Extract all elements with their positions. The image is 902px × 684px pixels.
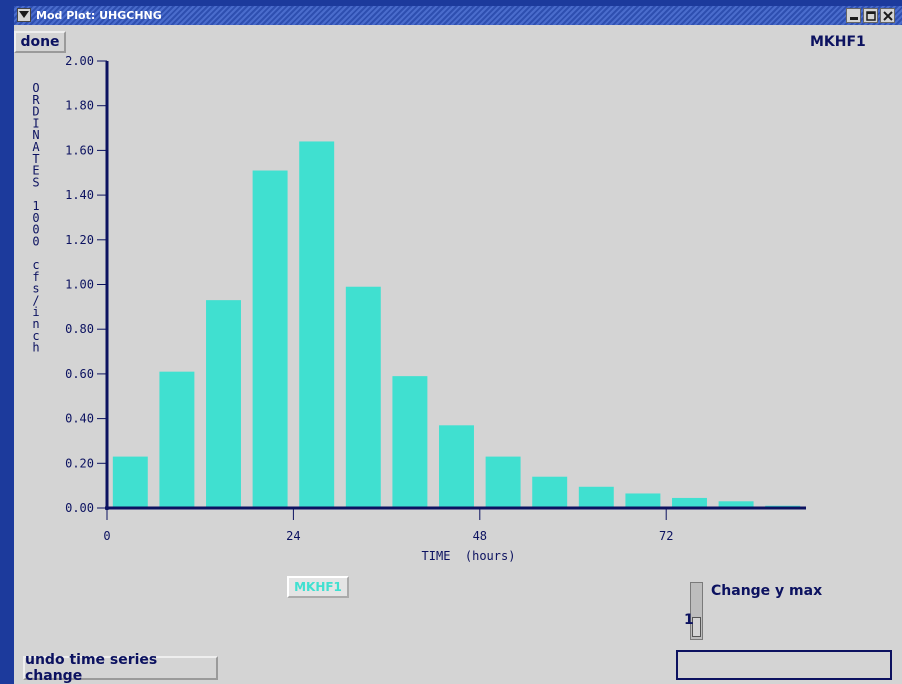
x-tick-label: 24 — [286, 529, 300, 543]
undo-time-series-button[interactable]: undo time series change — [23, 652, 218, 684]
y-tick-label: 0.40 — [65, 412, 94, 426]
window-title: Mod Plot: UHGCHNG — [36, 9, 162, 22]
chart-bar — [532, 476, 568, 508]
y-tick-label: 0.20 — [65, 456, 94, 470]
mod-plot-window: Mod Plot: UHGCHNG done MKHF1 0.00 0.20 0.4… — [14, 6, 902, 684]
ymax-slider[interactable] — [690, 582, 703, 640]
chart-bar — [578, 486, 614, 508]
x-tick-label: 72 — [659, 529, 673, 543]
chart-bar — [206, 300, 241, 508]
ymax-slider-handle[interactable] — [692, 617, 701, 637]
y-tick-label: 2.00 — [65, 54, 94, 68]
title-bar[interactable]: Mod Plot: UHGCHNG — [14, 6, 902, 25]
chart-bar — [439, 425, 474, 508]
done-button[interactable]: done — [14, 31, 66, 53]
y-tick-label: 1.20 — [65, 233, 94, 247]
y-tick-label: 1.40 — [65, 188, 94, 202]
chart-bar — [345, 286, 381, 508]
ymax-label: Change y max — [711, 583, 823, 599]
chart-bar — [672, 497, 707, 508]
y-tick-label: 0.80 — [65, 322, 94, 336]
x-tick-label: 48 — [473, 529, 487, 543]
chart-bar — [718, 501, 754, 508]
y-tick-label: 0.60 — [65, 367, 94, 381]
minimize-icon[interactable] — [846, 8, 861, 23]
chart-bar — [299, 141, 335, 508]
series-legend-button[interactable]: MKHF1 — [287, 576, 349, 598]
x-axis-label: TIME (hours) — [422, 549, 516, 563]
chart-bar — [485, 456, 521, 508]
status-field — [676, 650, 892, 680]
y-tick-label: 1.00 — [65, 278, 94, 292]
maximize-icon[interactable] — [863, 8, 878, 23]
y-tick-label: 1.80 — [65, 99, 94, 113]
chart-bar — [625, 493, 661, 508]
y-tick-label: 0.00 — [65, 501, 94, 515]
window-menu-icon[interactable] — [17, 8, 31, 22]
station-identifier: MKHF1 — [810, 34, 866, 50]
close-icon[interactable] — [880, 8, 895, 23]
chart-bar — [159, 371, 195, 508]
ymax-value: 1 — [684, 612, 694, 628]
chart-bar — [392, 376, 428, 508]
hydrograph-chart: 0.00 0.20 0.40 0.60 0.80 1.00 1.20 1.40 1.60 1.80… — [32, 54, 806, 563]
chart-bar — [112, 456, 148, 508]
x-tick-label: 0 — [103, 529, 110, 543]
chart-bar — [252, 170, 288, 508]
y-tick-label: 1.60 — [65, 143, 94, 157]
